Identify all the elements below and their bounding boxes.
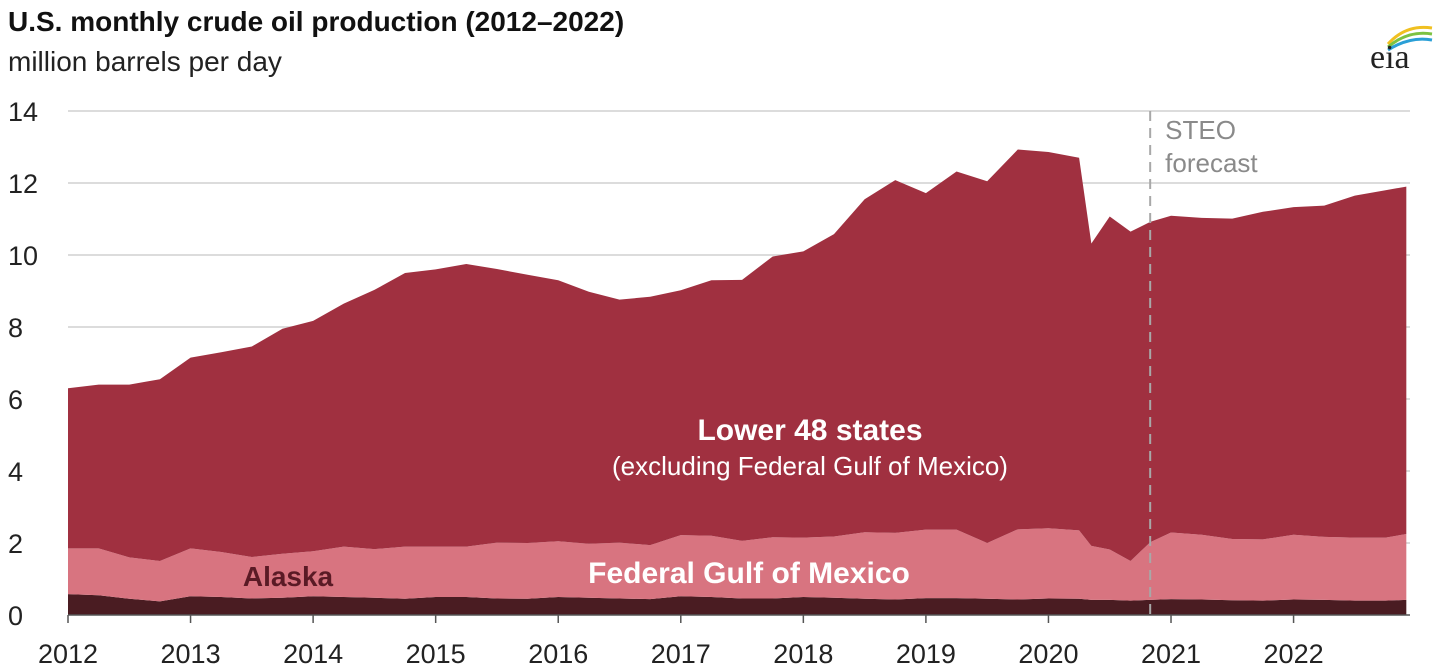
y-tick-label-10: 10 [8, 241, 38, 271]
forecast-label-0: STEO [1165, 115, 1236, 145]
y-tick-label-4: 4 [8, 457, 23, 487]
axes: 0 2 4 6 8 10 12 14 2012 2013 2014 2015 2016 2017 2018 2… [8, 97, 1410, 668]
area-series [68, 149, 1407, 615]
gulf-of-mexico-area [68, 528, 1407, 602]
lower-48-label: Lower 48 states [697, 414, 922, 447]
x-tick-label-2020: 2020 [1018, 639, 1078, 668]
chart-subtitle: million barrels per day [8, 46, 282, 77]
x-tick-label-2015: 2015 [406, 639, 466, 668]
y-tick-label-8: 8 [8, 313, 23, 343]
series-labels: Lower 48 states (excluding Federal Gulf o… [243, 414, 1008, 592]
x-tick-label-2013: 2013 [161, 639, 221, 668]
x-tick-label-2014: 2014 [283, 639, 343, 668]
alaska-label: Alaska [243, 561, 334, 592]
x-tick-label-2018: 2018 [773, 639, 833, 668]
y-tick-label-12: 12 [8, 169, 38, 199]
x-tick-label-2021: 2021 [1141, 639, 1201, 668]
y-tick-label-0: 0 [8, 601, 23, 631]
eia-logo-text: eia [1370, 39, 1410, 74]
x-tick-label-2016: 2016 [528, 639, 588, 668]
alaska-area [68, 594, 1407, 615]
x-tick-label-2022: 2022 [1264, 639, 1324, 668]
y-tick-label-6: 6 [8, 385, 23, 415]
chart-title: U.S. monthly crude oil production (2012–… [8, 6, 625, 37]
lower-48-sublabel: (excluding Federal Gulf of Mexico) [612, 451, 1008, 481]
x-tick-label-2012: 2012 [38, 639, 98, 668]
forecast-label-1: forecast [1165, 148, 1258, 178]
gulf-of-mexico-label: Federal Gulf of Mexico [588, 557, 910, 590]
x-tick-label-2017: 2017 [651, 639, 711, 668]
eia-logo-icon: eia [1370, 25, 1433, 74]
x-tick-label-2019: 2019 [896, 639, 956, 668]
y-tick-label-14: 14 [8, 97, 38, 127]
y-tick-label-2: 2 [8, 529, 23, 559]
lower-48-area [68, 149, 1407, 561]
